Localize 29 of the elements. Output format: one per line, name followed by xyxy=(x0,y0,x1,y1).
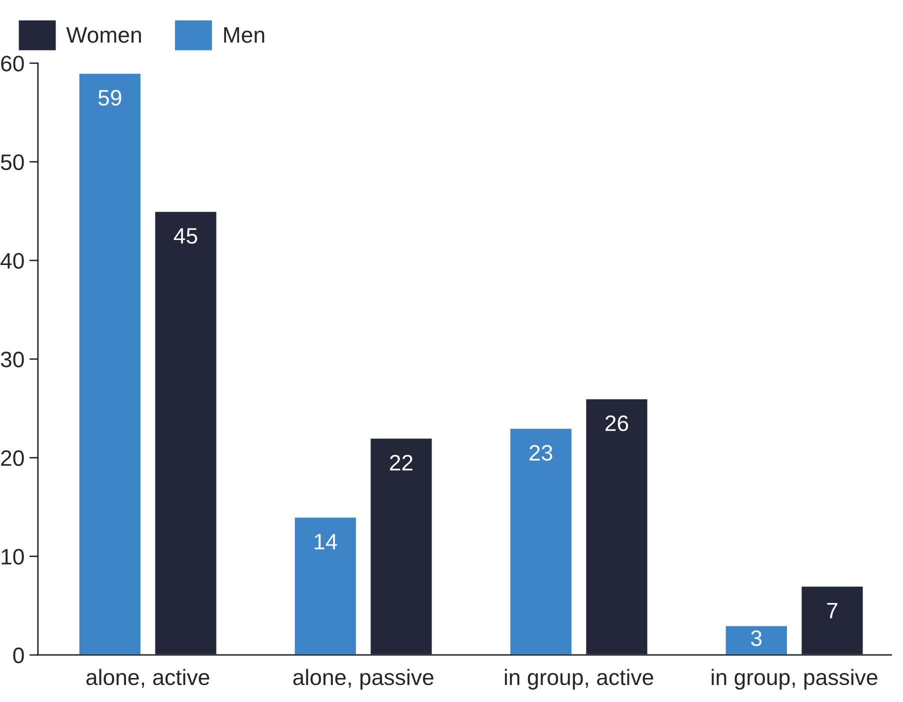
data-label: 3 xyxy=(751,630,762,646)
data-label: 23 xyxy=(530,444,552,461)
bar xyxy=(154,210,218,655)
data-label: 7 xyxy=(827,603,838,618)
y-tick-label: 20 xyxy=(1,450,24,466)
data-label: 45 xyxy=(174,228,198,244)
data-label: 14 xyxy=(314,534,338,550)
bar xyxy=(724,624,788,655)
y-tick-label: 0 xyxy=(13,648,24,664)
legend-label: Women xyxy=(66,27,141,43)
x-tick-label: in group, passive xyxy=(712,668,878,690)
y-tick-label: 30 xyxy=(0,352,24,368)
x-tick-label: in group, active xyxy=(504,668,654,690)
x-tick-label: alone, active xyxy=(86,668,210,688)
data-label: 22 xyxy=(390,454,412,470)
data-label: 26 xyxy=(605,415,628,432)
legend-label: Men xyxy=(224,27,264,43)
bar xyxy=(508,427,573,655)
data-label: 59 xyxy=(98,90,122,106)
bar xyxy=(800,585,864,655)
bar xyxy=(78,72,142,655)
y-tick-label: 50 xyxy=(0,154,24,170)
bar xyxy=(293,516,358,655)
bar xyxy=(369,437,434,655)
y-tick-label: 10 xyxy=(2,548,24,565)
y-tick-label: 60 xyxy=(1,56,24,72)
y-tick-label: 40 xyxy=(0,252,24,269)
bar xyxy=(584,398,649,655)
x-tick-label: alone, passive xyxy=(293,668,434,690)
